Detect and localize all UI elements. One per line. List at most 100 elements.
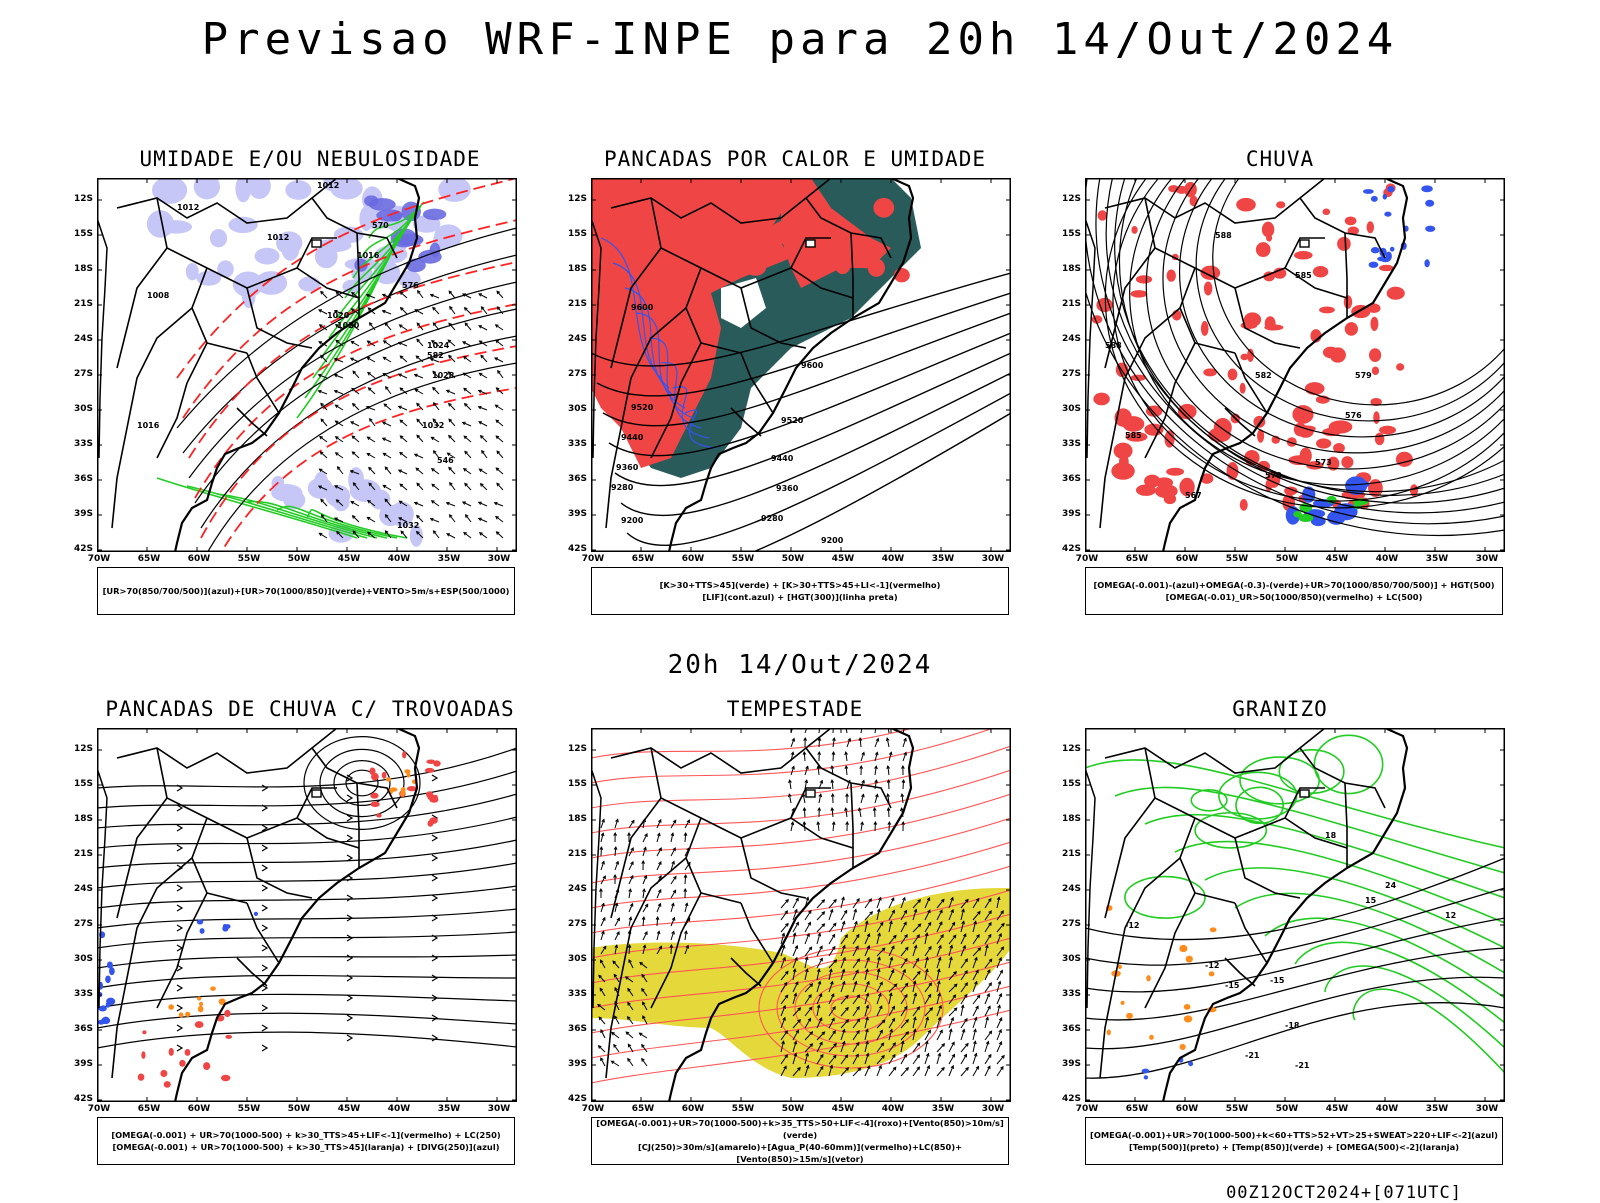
contour-label: 588 [1105, 341, 1122, 350]
caption-line: [OMEGA(-0.001) + UR>70(1000-500) + k>30_… [98, 1129, 514, 1141]
caption-line: [OMEGA(-0.001)-(azul)+OMEGA(-0.3)-(verde… [1086, 579, 1502, 591]
contour-label: -15 [1270, 976, 1285, 985]
latitude-tick-label: 39S [67, 1059, 93, 1069]
latitude-tick-label: 18S [1055, 814, 1081, 824]
latitude-tick-label: 33S [67, 439, 93, 449]
latitude-tick-label: 36S [1055, 1024, 1081, 1034]
contour-label: 18 [1325, 831, 1337, 840]
contour-label: 585 [1125, 431, 1142, 440]
panel-title-trovoadas: PANCADAS DE CHUVA C/ TROVOADAS [80, 697, 540, 721]
contour-label: 9440 [621, 433, 644, 442]
latitude-tick-label: 15S [561, 779, 587, 789]
caption-line: [Temp(500)](preto) + [Temp(850)](verde) … [1086, 1141, 1502, 1153]
caption-line: [OMEGA(-0.01)_UR>50(1000/850)(vermelho) … [1086, 591, 1502, 603]
panel-title-pancadas-calor: PANCADAS POR CALOR E UMIDADE [565, 147, 1025, 171]
longitude-tick-label: 45W [337, 1104, 361, 1114]
latitude-tick-label: 33S [561, 989, 587, 999]
contour-label: 9360 [616, 463, 639, 472]
longitude-tick-label: 50W [1275, 1104, 1299, 1114]
panel-title-granizo: GRANIZO [1050, 697, 1510, 721]
latitude-tick-label: 33S [1055, 439, 1081, 449]
latitude-tick-label: 15S [1055, 229, 1081, 239]
longitude-tick-label: 40W [881, 1104, 905, 1114]
contour-label: 570 [372, 221, 389, 230]
panel-title-umidade: UMIDADE E/OU NEBULOSIDADE [80, 147, 540, 171]
contour-label: 585 [1295, 271, 1312, 280]
latitude-tick-label: 42S [561, 544, 587, 554]
longitude-tick-label: 55W [731, 554, 755, 564]
latitude-tick-label: 30S [1055, 404, 1081, 414]
latitude-tick-label: 39S [561, 1059, 587, 1069]
latitude-tick-label: 39S [67, 509, 93, 519]
longitude-tick-label: 70W [1075, 1104, 1099, 1114]
latitude-tick-label: 27S [561, 369, 587, 379]
latitude-tick-label: 12S [67, 744, 93, 754]
contour-label: 9520 [631, 403, 654, 412]
latitude-tick-label: 39S [561, 509, 587, 519]
caption-umidade: [UR>70(850/700/500)](azul)+[UR>70(1000/8… [97, 567, 515, 615]
contour-label: 9200 [821, 536, 844, 545]
longitude-tick-label: 55W [1225, 1104, 1249, 1114]
latitude-tick-label: 24S [561, 334, 587, 344]
contour-label: 9440 [771, 454, 794, 463]
caption-trovoadas: [OMEGA(-0.001) + UR>70(1000-500) + k>30_… [97, 1117, 515, 1165]
latitude-tick-label: 36S [67, 1024, 93, 1034]
longitude-tick-label: 50W [1275, 554, 1299, 564]
latitude-tick-label: 24S [67, 334, 93, 344]
longitude-tick-label: 70W [581, 554, 605, 564]
longitude-tick-label: 45W [831, 1104, 855, 1114]
caption-line: [CJ(250)>30m/s](amarelo)+[Agua_P(40-60mm… [592, 1141, 1008, 1165]
longitude-tick-label: 60W [681, 554, 705, 564]
longitude-tick-label: 60W [187, 1104, 211, 1114]
latitude-tick-label: 21S [561, 849, 587, 859]
latitude-tick-label: 24S [67, 884, 93, 894]
contour-label: 1028 [432, 371, 455, 380]
caption-chuva: [OMEGA(-0.001)-(azul)+OMEGA(-0.3)-(verde… [1085, 567, 1503, 615]
contour-label: 1016 [137, 421, 160, 430]
longitude-tick-label: 50W [287, 554, 311, 564]
contour-label: 12 [1445, 911, 1456, 920]
longitude-tick-label: 40W [387, 554, 411, 564]
latitude-tick-label: 27S [67, 369, 93, 379]
valid-time-title: 20h 14/Out/2024 [0, 650, 1600, 680]
latitude-tick-label: 42S [1055, 544, 1081, 554]
contour-label: 1012 [177, 203, 199, 212]
latitude-tick-label: 39S [1055, 1059, 1081, 1069]
caption-pancadas-calor: [K>30+TTS>45](verde) + [K>30+TTS>45+LI<-… [591, 567, 1009, 615]
latitude-tick-label: 21S [67, 849, 93, 859]
latitude-tick-label: 42S [67, 1094, 93, 1104]
latitude-tick-label: 18S [561, 814, 587, 824]
longitude-tick-label: 45W [831, 554, 855, 564]
map-tempestade [591, 728, 1011, 1102]
contour-label: 1020 [337, 321, 360, 330]
contour-label: -12 [1205, 961, 1219, 970]
contour-label: 567 [1185, 491, 1202, 500]
latitude-tick-label: 30S [561, 954, 587, 964]
latitude-tick-label: 27S [67, 919, 93, 929]
longitude-tick-label: 30W [981, 1104, 1005, 1114]
longitude-tick-label: 65W [137, 1104, 161, 1114]
latitude-tick-label: 21S [67, 299, 93, 309]
caption-line: [OMEGA(-0.001) + UR>70(1000-500) + k>30_… [98, 1141, 514, 1153]
longitude-tick-label: 35W [931, 1104, 955, 1114]
latitude-tick-label: 39S [1055, 509, 1081, 519]
latitude-tick-label: 33S [1055, 989, 1081, 999]
longitude-tick-label: 30W [1475, 554, 1499, 564]
contour-label: 15 [1365, 896, 1377, 905]
latitude-tick-label: 21S [1055, 849, 1081, 859]
latitude-tick-label: 21S [561, 299, 587, 309]
latitude-tick-label: 30S [1055, 954, 1081, 964]
longitude-tick-label: 30W [487, 1104, 511, 1114]
latitude-tick-label: 27S [561, 919, 587, 929]
longitude-tick-label: 35W [437, 554, 461, 564]
caption-line: [LIF](cont.azul) + [HGT(300)](linha pret… [592, 591, 1008, 603]
latitude-tick-label: 15S [561, 229, 587, 239]
longitude-tick-label: 70W [1075, 554, 1099, 564]
contour-label: 9200 [621, 516, 644, 525]
longitude-tick-label: 50W [781, 554, 805, 564]
contour-label: 1016 [357, 251, 380, 260]
longitude-tick-label: 30W [981, 554, 1005, 564]
contour-label: 582 [427, 351, 444, 360]
latitude-tick-label: 42S [561, 1094, 587, 1104]
